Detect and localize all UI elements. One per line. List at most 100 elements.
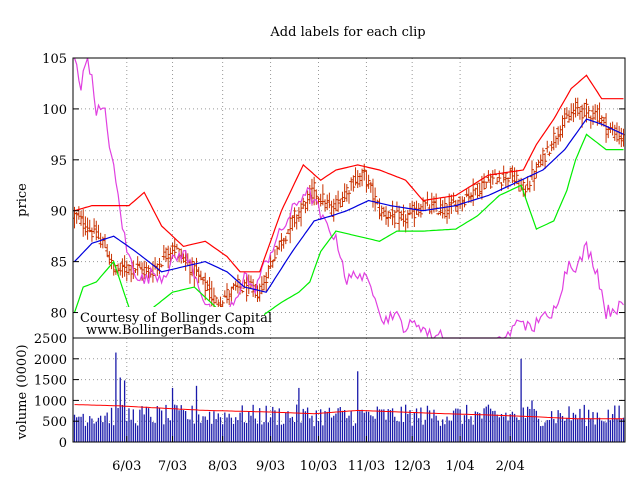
price-bar [397,205,402,232]
price-bar [331,198,336,222]
x-tick-label: 2/04 [496,459,525,474]
price-bar [510,165,515,183]
price-bar [109,253,114,270]
price-y-tick-label: 100 [42,103,67,118]
price-bar [351,175,356,192]
price-bar [159,264,164,268]
price-bar [342,183,347,202]
price-bar [364,170,369,193]
price-bar [294,214,299,230]
price-bar [530,160,534,180]
price-bar [580,104,585,128]
price-bar [76,206,81,220]
price-bar [462,196,467,208]
price-bar [264,272,269,292]
price-bar [534,162,539,179]
price-bar [471,178,476,207]
price-bar [233,280,238,291]
price-bar [222,290,227,298]
price-bar [89,227,94,242]
credit-line-1: Courtesy of Bollinger Capital [80,311,272,326]
price-bar [388,211,393,219]
x-tick-label: 12/03 [393,459,430,474]
price-bar [477,182,482,197]
price-bar [333,195,338,212]
price-bar [122,255,127,277]
price-bar [227,290,232,306]
price-bar [571,103,576,123]
price-bar [423,200,428,210]
price-bar [549,141,554,152]
price-bar [205,280,210,291]
price-bar [92,218,97,234]
price-bar [558,125,563,142]
price-bar [209,280,214,307]
price-bar [124,260,129,282]
price-bar [288,212,293,244]
price-bar [497,170,502,183]
price-bar [255,285,260,302]
price-bar [425,191,430,207]
price-bar [604,113,609,143]
price-bar [562,107,567,128]
price-bar [414,200,419,215]
price-bar [490,170,495,185]
price-bar [436,212,441,216]
price-bar [506,177,511,190]
price-bar [540,147,545,167]
price-marks [72,57,626,339]
price-bar [79,210,84,226]
price-bar [323,199,328,212]
price-bar [164,247,168,262]
price-bar [403,214,408,233]
price-bar [96,224,101,240]
price-bar [357,172,362,188]
price-y-axis: 80 85 90 95 100 105 [42,52,625,322]
price-bar [399,211,404,221]
price-bar [545,140,550,153]
price-bar [473,187,478,196]
price-bar [588,115,593,129]
x-tick-label: 7/03 [158,459,187,474]
price-y-tick-label: 85 [50,256,67,271]
volume-y-tick-label: 2000 [34,353,67,368]
price-bar [455,199,460,215]
price-bar [556,126,561,145]
price-bar [290,215,295,231]
price-bar [279,233,284,252]
price-bar [373,187,378,212]
price-bar [458,196,463,210]
price-bar [257,283,262,302]
price-bar [277,240,282,251]
price-bar [586,105,591,119]
price-bar [614,122,619,142]
volume-y-tick-label: 1000 [34,394,67,409]
volume-y-axis: 0 500 1000 1500 2000 2500 [34,332,625,451]
price-bar [320,184,325,206]
volume-average-line [74,404,624,420]
price-bar [503,172,508,188]
price-bar [198,270,203,281]
price-bar [366,174,371,189]
price-y-tick-label: 90 [50,205,67,220]
price-bar [379,205,384,221]
price-bar [201,276,206,285]
price-bar [231,282,236,291]
x-axis: 6/03 7/03 8/03 9/03 10/03 11/03 12/03 1/04 2/04 [112,436,525,474]
price-bar [87,219,92,233]
price-bar [126,264,131,276]
price-y-axis-label: price [15,183,30,217]
price-bar [196,266,201,284]
price-bar [495,177,500,185]
price-bar [551,126,556,151]
price-bar [582,102,587,118]
price-bar [118,262,123,276]
price-bar [105,244,110,258]
price-bar [553,135,558,148]
price-bar [172,238,177,258]
chart-title: Add labels for each clip [269,25,425,40]
price-bar [194,257,199,277]
price-bar [272,249,277,261]
credit-background [78,307,264,337]
